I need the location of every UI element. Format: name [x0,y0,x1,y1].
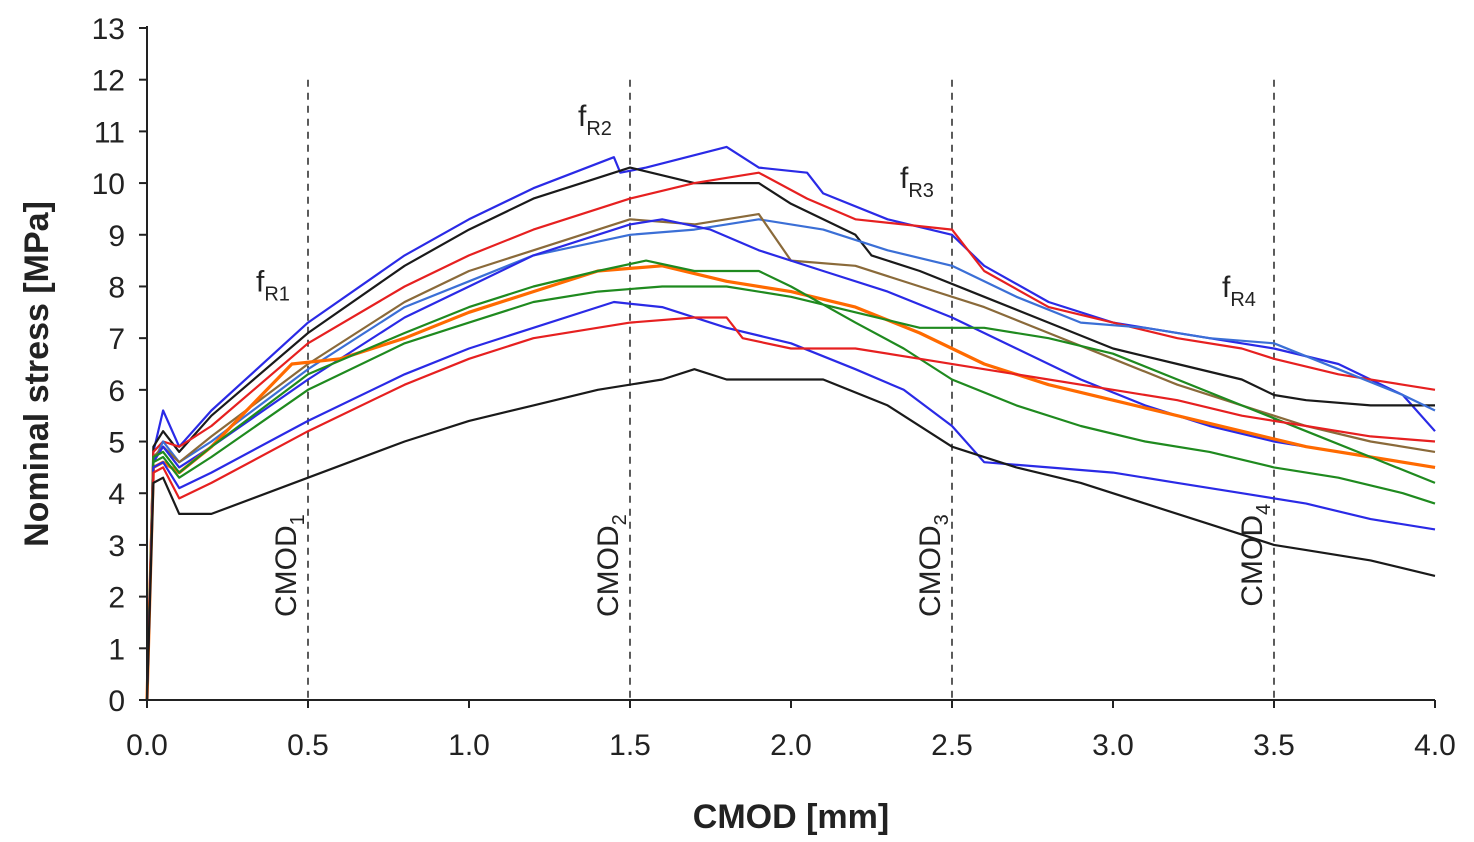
x-tick-label: 1.0 [448,729,490,762]
cmod-label-sub: 3 [931,514,953,525]
series-line-8 [145,259,1436,701]
series-line-3 [145,171,1436,701]
x-axis-title: CMOD [mm] [693,798,889,836]
x-tick-label: 1.5 [609,729,651,762]
cmod-label: CMOD1 [270,514,309,617]
y-tick-label: 6 [108,375,125,408]
series-line-2 [145,166,1435,701]
fr-label-sub: R1 [264,284,290,306]
y-tick-label: 11 [94,116,125,149]
series-line-5 [145,213,1436,701]
y-tick-label: 2 [108,582,125,615]
y-tick-label: 12 [92,65,125,98]
fr-label-text: f [1222,271,1231,304]
y-tick-label: 0 [108,685,125,718]
cmod-label-sub: 1 [287,514,309,525]
x-tick-label: 0.0 [126,729,168,762]
reference-lines [307,79,1275,700]
fr-label-sub: R4 [1230,289,1256,311]
y-tick-label: 3 [108,530,125,563]
cmod-label: CMOD2 [592,514,631,617]
cmod-label: CMOD3 [914,514,953,617]
x-tick-label: 2.5 [931,729,973,762]
fr-label-text: f [900,162,909,195]
series-line-1 [145,145,1436,701]
series-line-9 [145,285,1436,701]
series-line-11 [145,316,1436,701]
fr-label-sub: R2 [586,118,612,140]
series-line-4 [145,218,1436,701]
fr-label: fR2 [578,100,612,140]
fr-label-sub: R3 [908,180,934,202]
y-axis-title: Nominal stress [MPa] [18,201,56,547]
x-tick-label: 3.5 [1253,729,1295,762]
y-tick-label: 8 [108,271,125,304]
cmod-label-sub: 2 [609,514,631,525]
x-tick-label: 2.0 [770,729,812,762]
y-tick-label: 9 [108,220,125,253]
cmod-label: CMOD4 [1236,504,1275,607]
series-group [145,145,1436,701]
x-tick-label: 4.0 [1414,729,1456,762]
fr-label: fR4 [1222,271,1256,311]
y-tick-label: 5 [108,427,125,460]
y-tick-label: 1 [108,633,125,666]
y-tick-label: 4 [108,478,125,511]
cmod-label-text: CMOD [914,525,947,617]
y-tick-label: 10 [92,168,125,201]
fr-label: fR3 [900,162,934,202]
fr-label: fR1 [256,266,290,306]
y-tick-label: 13 [92,13,125,46]
series-line-7 [145,264,1436,701]
series-line-10 [145,300,1436,701]
x-tick-label: 3.0 [1092,729,1134,762]
cmod-label-sub: 4 [1253,504,1275,515]
axes-group: 0.0 0.5 1.0 1.5 2.0 2.5 3.0 3.5 4.00123456789101… [92,13,1456,762]
x-tick-label: 0.5 [287,729,329,762]
series-line-12 [145,368,1436,701]
cmod-label-text: CMOD [270,525,303,617]
fr-label-text: f [578,100,587,133]
cmod-label-text: CMOD [1236,515,1269,607]
cmod-label-text: CMOD [592,525,625,617]
fr-label-text: f [256,266,265,299]
y-tick-label: 7 [108,323,125,356]
